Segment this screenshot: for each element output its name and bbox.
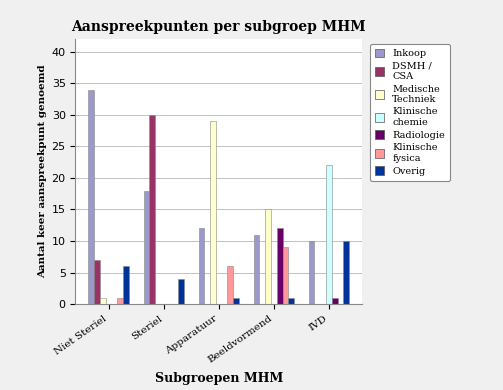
Legend: Inkoop, DSMH /
CSA, Medische
Techniek, Klinische
chemie, Radiologie, Klinische
f: Inkoop, DSMH / CSA, Medische Techniek, K… <box>370 44 450 181</box>
Title: Aanspreekpunten per subgroep MHM: Aanspreekpunten per subgroep MHM <box>71 20 366 34</box>
Bar <box>265 209 271 304</box>
Bar <box>233 298 239 304</box>
Bar <box>149 115 155 304</box>
Bar <box>326 165 332 304</box>
Bar <box>283 247 288 304</box>
Bar <box>94 260 100 304</box>
Bar <box>210 121 216 304</box>
Bar <box>227 266 233 304</box>
Bar <box>143 191 149 304</box>
Bar <box>344 241 349 304</box>
Bar <box>309 241 314 304</box>
Bar <box>254 235 260 304</box>
Bar <box>123 266 129 304</box>
Y-axis label: Aantal keer aanspreekpunt genoemd: Aantal keer aanspreekpunt genoemd <box>38 65 47 278</box>
Bar <box>178 279 184 304</box>
X-axis label: Subgroepen MHM: Subgroepen MHM <box>155 372 283 385</box>
Bar <box>117 298 123 304</box>
Bar <box>89 90 94 304</box>
Bar <box>100 298 106 304</box>
Bar <box>277 229 283 304</box>
Bar <box>288 298 294 304</box>
Bar <box>332 298 338 304</box>
Bar <box>199 229 204 304</box>
